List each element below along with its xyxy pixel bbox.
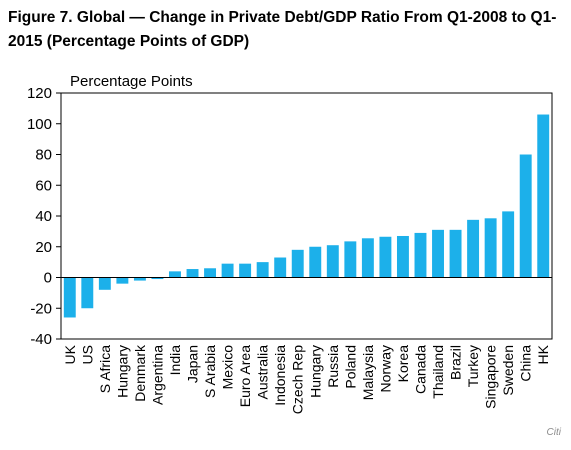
x-category-label: Korea bbox=[395, 345, 411, 383]
x-category-label: Brazil bbox=[448, 345, 464, 380]
x-category-label: Turkey bbox=[465, 345, 481, 387]
bar-japan bbox=[186, 269, 199, 278]
x-category-label: Euro Area bbox=[237, 345, 253, 407]
x-category-label: Malaysia bbox=[360, 345, 376, 400]
bar-indonesia bbox=[274, 257, 287, 278]
bar-canada bbox=[414, 232, 427, 278]
bar-hk bbox=[537, 114, 550, 278]
source-credit: Citi bbox=[546, 427, 561, 438]
bar-us bbox=[81, 277, 94, 309]
bar-china bbox=[519, 154, 532, 278]
y-tick-label: 100 bbox=[27, 116, 52, 133]
x-category-label: Denmark bbox=[132, 344, 148, 402]
bar-uk bbox=[63, 277, 76, 318]
x-category-label: HK bbox=[535, 344, 551, 364]
bar-brazil bbox=[449, 229, 462, 278]
bar-hungary bbox=[116, 277, 129, 284]
x-category-label: S Africa bbox=[97, 345, 113, 393]
x-category-label: Japan bbox=[185, 345, 201, 383]
y-tick-label: 20 bbox=[35, 239, 52, 256]
x-category-label: Indonesia bbox=[272, 345, 288, 406]
x-category-label: Poland bbox=[342, 345, 358, 389]
figure-title: Figure 7. Global — Change in Private Deb… bbox=[8, 9, 557, 50]
bar-denmark bbox=[133, 277, 146, 281]
y-axis: -40 -20 0 20 40 60 80 100 120 bbox=[27, 85, 61, 348]
bar-argentina bbox=[151, 277, 164, 280]
x-category-label: China bbox=[518, 345, 534, 382]
x-category-label: Czech Rep bbox=[290, 345, 306, 414]
bar-hungary bbox=[309, 246, 322, 278]
y-tick-label: 80 bbox=[35, 147, 52, 164]
bar-korea bbox=[396, 235, 409, 278]
x-category-label: Thailand bbox=[430, 345, 446, 399]
x-category-label: Singapore bbox=[483, 345, 499, 409]
y-tick-label: 60 bbox=[35, 177, 52, 194]
bar-s-arabia bbox=[204, 268, 217, 278]
x-category-label: Mexico bbox=[220, 345, 236, 390]
x-category-label: Canada bbox=[412, 345, 428, 394]
bar-australia bbox=[256, 262, 269, 278]
bar-russia bbox=[326, 245, 339, 278]
x-category-label: Hungary bbox=[307, 345, 323, 398]
bar-mexico bbox=[221, 263, 234, 278]
x-category-label: Australia bbox=[255, 345, 271, 400]
bar-turkey bbox=[467, 219, 480, 278]
x-category-label: US bbox=[79, 345, 95, 364]
x-category-label: India bbox=[167, 345, 183, 376]
bar-series bbox=[63, 114, 550, 318]
x-category-label: Russia bbox=[325, 345, 341, 388]
y-tick-label: 0 bbox=[44, 270, 52, 287]
x-category-label: Sweden bbox=[500, 345, 516, 396]
bar-norway bbox=[379, 236, 392, 278]
y-axis-label: Percentage Points bbox=[70, 73, 193, 90]
y-tick-label: -20 bbox=[30, 300, 52, 317]
x-category-label: Hungary bbox=[114, 345, 130, 398]
x-category-label: Argentina bbox=[149, 345, 165, 405]
x-category-label: S Arabia bbox=[202, 345, 218, 398]
bar-thailand bbox=[432, 229, 444, 278]
plot-frame bbox=[60, 92, 553, 340]
bar-singapore bbox=[484, 218, 497, 278]
y-tick-label: 120 bbox=[27, 85, 52, 102]
y-tick-label: 40 bbox=[35, 208, 52, 225]
bar-malaysia bbox=[361, 238, 374, 278]
bar-euro-area bbox=[239, 263, 252, 278]
y-tick-label: -40 bbox=[30, 331, 52, 348]
x-category-label: UK bbox=[62, 344, 78, 364]
bar-czech-rep bbox=[291, 249, 304, 278]
bar-india bbox=[169, 271, 181, 278]
x-axis: UK US S Africa Hungary Denmark Argentina India… bbox=[62, 344, 551, 414]
x-category-label: Norway bbox=[377, 345, 393, 392]
bar-poland bbox=[344, 241, 357, 278]
bar-s-africa bbox=[98, 277, 111, 290]
bar-sweden bbox=[502, 211, 515, 278]
